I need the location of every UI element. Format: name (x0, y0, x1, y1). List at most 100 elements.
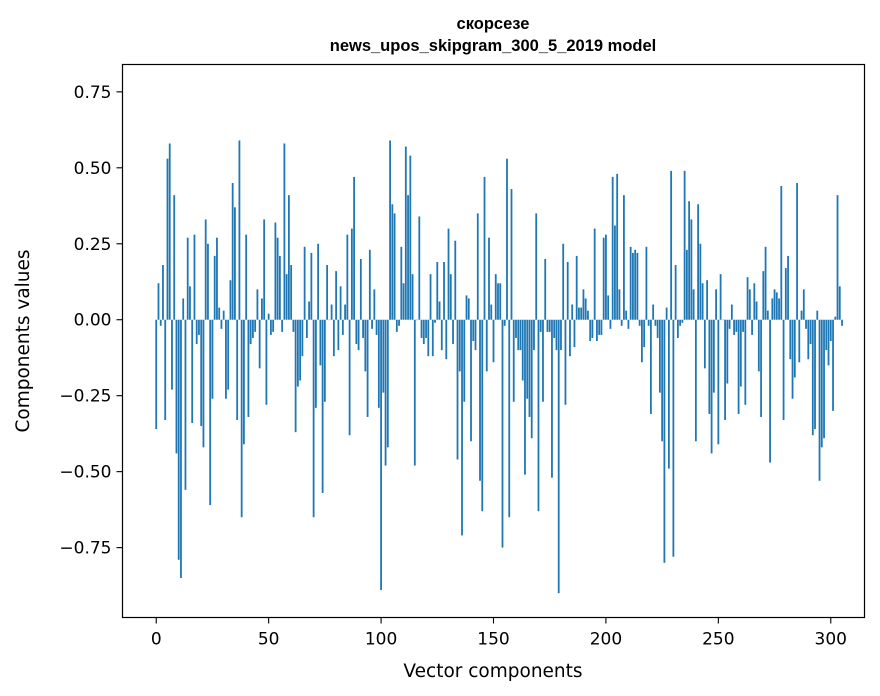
bar-component-227 (665, 307, 668, 320)
bar-component-209 (625, 310, 628, 320)
bar-component-259 (737, 319, 740, 414)
x-tick-label: 0 (151, 630, 162, 650)
bar-component-140 (470, 319, 472, 442)
bar-component-178 (555, 319, 558, 351)
bar-component-236 (685, 249, 688, 320)
bar-component-223 (656, 319, 659, 338)
bar-component-225 (661, 319, 664, 442)
bar-component-83 (341, 319, 344, 335)
bar-component-213 (634, 249, 637, 320)
bar-component-54 (276, 237, 279, 320)
x-axis-label: Vector components (403, 661, 582, 682)
bar-component-79 (332, 319, 335, 357)
bar-component-219 (647, 319, 650, 326)
bar-component-239 (692, 289, 695, 320)
bar-component-235 (683, 170, 686, 320)
bar-component-295 (818, 319, 821, 481)
bar-component-162 (519, 319, 522, 351)
bar-component-247 (710, 319, 713, 454)
bar-component-105 (391, 204, 394, 320)
bar-component-182 (564, 319, 567, 405)
bar-component-190 (582, 289, 585, 320)
bar-component-221 (652, 304, 655, 320)
bar-component-138 (465, 295, 468, 320)
bar-component-283 (791, 319, 794, 399)
bar-component-155 (503, 319, 506, 326)
bar-component-2 (159, 319, 162, 326)
bar-component-172 (542, 319, 544, 402)
bar-component-249 (715, 289, 717, 320)
bar-component-64 (299, 319, 302, 381)
bar-component-174 (546, 319, 549, 332)
bar-component-195 (593, 228, 596, 320)
x-tick-label: 50 (258, 630, 280, 650)
bar-component-264 (748, 289, 751, 320)
bar-component-40 (245, 234, 248, 320)
bar-component-184 (569, 319, 571, 357)
bar-component-291 (809, 319, 812, 345)
bar-component-251 (719, 274, 722, 320)
bar-component-60 (290, 265, 293, 320)
bar-component-120 (425, 319, 427, 338)
bar-component-95 (368, 249, 371, 320)
bar-component-96 (371, 319, 373, 329)
bar-component-41 (247, 319, 250, 417)
bar-component-110 (402, 283, 405, 320)
bar-component-168 (533, 319, 535, 351)
bar-component-167 (530, 319, 533, 439)
bar-component-122 (429, 274, 432, 320)
bar-component-109 (400, 246, 403, 320)
bar-component-280 (784, 268, 787, 320)
bar-component-261 (742, 319, 744, 332)
bar-component-32 (227, 319, 230, 390)
bar-component-287 (800, 310, 803, 320)
bar-component-232 (676, 319, 679, 338)
bar-component-271 (764, 246, 767, 320)
bar-component-123 (431, 319, 434, 357)
x-tick-label: 250 (702, 630, 734, 650)
bar-component-74 (321, 319, 324, 493)
bar-component-290 (807, 319, 810, 360)
bar-component-171 (539, 319, 542, 332)
bar-component-176 (551, 319, 553, 478)
bar-component-257 (733, 319, 735, 335)
bar-component-231 (674, 265, 677, 320)
bar-component-125 (436, 262, 439, 320)
bar-component-58 (285, 274, 288, 320)
bar-component-238 (690, 219, 693, 320)
bar-component-201 (607, 295, 610, 320)
bar-component-90 (357, 319, 360, 351)
bar-component-160 (515, 319, 517, 338)
bar-component-224 (658, 319, 661, 393)
bar-component-12 (182, 298, 185, 320)
x-tick-label: 200 (590, 630, 622, 650)
bar-component-87 (350, 228, 353, 320)
bar-component-294 (816, 310, 819, 320)
bar-component-269 (760, 319, 762, 417)
bar-component-73 (319, 319, 322, 366)
y-tick-label: 0.75 (74, 83, 112, 103)
y-tick-label: −0.50 (59, 463, 111, 483)
bar-component-86 (348, 319, 351, 436)
bar-component-102 (384, 319, 387, 466)
bar-component-103 (386, 319, 389, 448)
bar-component-228 (667, 319, 670, 469)
bar-component-124 (434, 319, 436, 323)
bar-component-296 (820, 319, 823, 448)
bar-component-39 (243, 319, 245, 445)
bar-component-211 (629, 246, 632, 320)
bar-component-104 (389, 140, 391, 320)
bar-component-24 (209, 319, 212, 506)
bar-component-272 (766, 310, 769, 320)
bar-component-81 (337, 319, 340, 351)
bar-component-204 (614, 225, 616, 320)
bar-component-241 (697, 204, 700, 320)
bar-component-289 (805, 319, 807, 329)
bar-component-61 (292, 319, 295, 332)
bar-component-165 (526, 319, 529, 399)
bar-component-303 (836, 195, 839, 320)
plot-frame (121, 63, 866, 619)
bar-component-210 (627, 319, 630, 329)
bar-component-169 (535, 213, 538, 320)
bar-component-13 (184, 319, 187, 490)
